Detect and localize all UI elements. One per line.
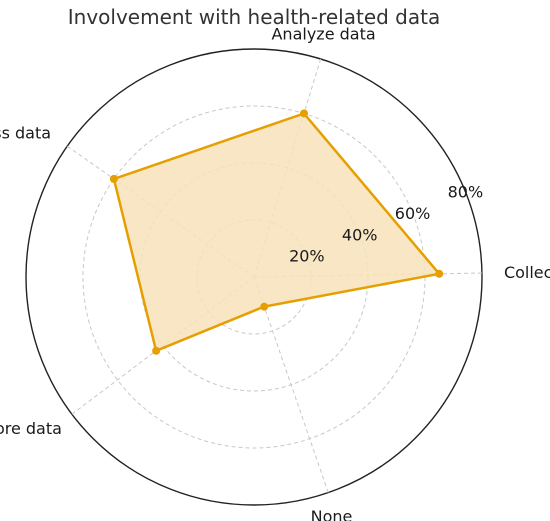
chart-title: Involvement with health-related data (68, 5, 440, 29)
r-tick-label: 60% (395, 204, 431, 223)
data-point-store-data (152, 346, 161, 355)
data-layer (109, 109, 444, 355)
spoke-line (253, 276, 329, 493)
data-point-access-data (109, 174, 118, 183)
axis-label-none: None (311, 507, 353, 521)
outer-circle (25, 48, 483, 506)
r-tick-label: 20% (289, 247, 325, 266)
data-point-collect-data (435, 269, 444, 278)
axis-label-store-data: Store data (0, 419, 62, 438)
axis-label-access-data: Access data (0, 123, 51, 142)
data-point-analyze-data (299, 109, 308, 118)
label-layer: Collect data Analyze data Access data Store… (0, 24, 550, 521)
r-tick-label: 40% (342, 225, 378, 244)
axis-label-analyze-data: Analyze data (271, 24, 375, 43)
series-polygon (112, 112, 441, 353)
r-tick-label: 80% (448, 183, 484, 202)
axis-label-collect-data: Collect data (504, 263, 550, 282)
tick-layer: 20% 40% 60% 80% (289, 183, 483, 266)
data-point-none (260, 302, 269, 311)
